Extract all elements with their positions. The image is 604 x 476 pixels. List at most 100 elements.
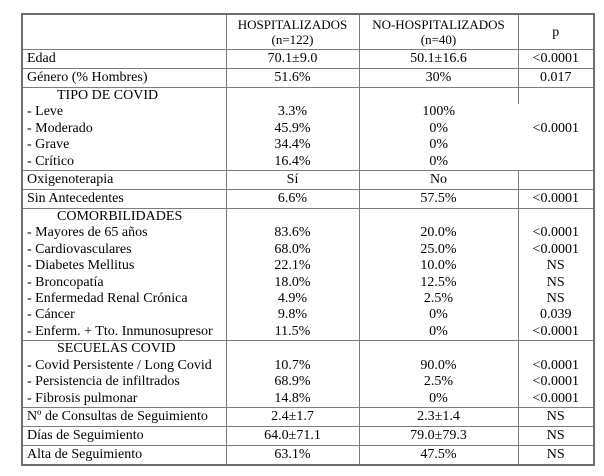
hospitalized-value-cell: 45.9% [226, 120, 360, 138]
hospitalized-value-cell [226, 340, 360, 358]
table-row: Sin Antecedentes 6.6% 57.5% <0.0001 [22, 189, 594, 209]
non-hospitalized-value-cell: 0% [429, 120, 449, 136]
hospitalized-value-cell: 68.0% [226, 241, 360, 259]
row-label-cell: Nº de Consultas de Seguimiento [22, 406, 227, 427]
hospitalized-value-cell: 22.1% [226, 258, 360, 275]
hospitalized-value-cell [226, 208, 360, 226]
hospitalized-value-cell: 11.5% [226, 323, 360, 341]
hospitalized-value-cell: 4.9% [226, 291, 360, 308]
p-value-cell: 0.017 [518, 68, 594, 88]
row-label-cell: - Leve [22, 104, 227, 121]
table-row: - Enfermedad Renal Crónica 4.9% 2.5% NS [22, 291, 594, 308]
col-header-n: (n=122) [271, 32, 314, 47]
hospitalized-value-cell: 34.4% [226, 137, 360, 154]
hospitalized-value-cell: 16.4% [226, 153, 360, 171]
row-label-cell: - Crítico [22, 153, 227, 171]
p-value-cell: 0.039 [540, 307, 572, 323]
covid-comparison-table: HOSPITALIZADOS (n=122) NO-HOSPITALIZADOS… [21, 13, 595, 466]
table-row: - Persistencia de infiltrados 68.9% 2.5% <0… [22, 374, 594, 391]
non-hospitalized-value-cell: 90.0% [359, 357, 519, 375]
non-hospitalized-value-cell: 0% [429, 153, 449, 169]
row-label-cell: - Enferm. + Tto. Inmunosupresor [22, 323, 227, 341]
p-value-cell: NS [518, 444, 594, 465]
non-hospitalized-value-cell: 0% [359, 323, 519, 341]
row-label-cell: - Broncopatía [22, 274, 227, 292]
col-header-p: p [518, 14, 594, 50]
p-value-cell: NS [546, 258, 565, 274]
row-label-cell: COMORBILIDADES [22, 208, 227, 226]
hospitalized-value-cell: 14.8% [226, 390, 360, 408]
table-row: Alta de Seguimiento 63.1% 47.5% NS [22, 444, 594, 465]
row-label-cell: Alta de Seguimiento [22, 444, 227, 465]
row-label-cell: - Moderado [22, 120, 227, 138]
non-hospitalized-value-cell: 47.5% [359, 444, 519, 465]
non-hospitalized-value-cell: 0% [359, 307, 519, 324]
non-hospitalized-value-cell: 30% [359, 68, 519, 88]
table-row: - Grave 34.4% 0% [22, 137, 594, 154]
p-value-cell: <0.0001 [532, 374, 579, 390]
row-label-cell: SECUELAS COVID [22, 340, 227, 358]
p-value-cell: <0.0001 [518, 189, 594, 209]
p-value-cell: <0.0001 [532, 357, 579, 373]
non-hospitalized-value-cell [359, 208, 519, 226]
row-label-cell: - Enfermedad Renal Crónica [22, 291, 227, 308]
non-hospitalized-value-cell [359, 87, 519, 105]
table-row: Edad 70.1±9.0 50.1±16.6 <0.0001 [22, 49, 594, 69]
table-row: - Moderado 45.9% 0% [22, 120, 594, 138]
table-row: - Mayores de 65 años 83.6% 20.0% <0.0001 [22, 225, 594, 242]
non-hospitalized-value-cell: No [359, 170, 519, 190]
row-label-cell: - Cáncer [22, 307, 227, 324]
col-header-non-hospitalized: NO-HOSPITALIZADOS (n=40) [359, 14, 519, 50]
p-value-cell: <0.0001 [518, 49, 594, 69]
table-row: - Cáncer 9.8% 0% 0.039 [22, 307, 594, 324]
hospitalized-value-cell: 10.7% [226, 357, 360, 375]
hospitalized-value-cell: 70.1±9.0 [226, 49, 360, 69]
table-row: TIPO DE COVID <0.0001 [22, 86, 594, 171]
hospitalized-value-cell: 18.0% [226, 274, 360, 292]
col-header-title: HOSPITALIZADOS [237, 17, 348, 32]
hospitalized-value-cell: 68.9% [226, 374, 360, 391]
non-hospitalized-value-cell: 0% [359, 390, 519, 408]
p-value-cell: NS [518, 425, 594, 446]
hospitalized-value-cell: 3.3% [226, 104, 360, 121]
table-row: - Broncopatía 18.0% 12.5% NS [22, 274, 594, 292]
table-row: Nº de Consultas de Seguimiento 2.4±1.7 2.3… [22, 406, 594, 427]
p-value-cell: <0.0001 [532, 323, 579, 339]
table-row: Días de Seguimiento 64.0±71.1 79.0±79.3 NS [22, 425, 594, 446]
non-hospitalized-value-cell: 2.5% [359, 291, 519, 308]
hospitalized-value-cell: 6.6% [226, 189, 360, 209]
non-hospitalized-value-cell: 100% [422, 104, 456, 120]
table-row: Género (% Hombres) 51.6% 30% 0.017 [22, 68, 594, 88]
hospitalized-value-cell [226, 87, 360, 105]
table-row: - Enferm. + Tto. Inmunosupresor 11.5% 0% <0… [22, 323, 594, 341]
row-label-cell: - Fibrosis pulmonar [22, 390, 227, 408]
row-label-cell: Sin Antecedentes [22, 189, 227, 209]
hospitalized-value-cell: 63.1% [226, 444, 360, 465]
table-row: - Crítico 16.4% 0% [22, 153, 594, 171]
non-hospitalized-value-cell: 57.5% [359, 189, 519, 209]
corner-cell [22, 14, 227, 50]
non-hospitalized-value-cell: 25.0% [359, 241, 519, 259]
non-hospitalized-value-cell: 2.5% [359, 374, 519, 391]
p-value-cell: <0.0001 [532, 225, 579, 241]
p-value-cell: <0.0001 [532, 241, 579, 257]
non-hospitalized-value-cell: 20.0% [359, 225, 519, 242]
table-row: - Covid Persistente / Long Covid 10.7% 90.… [22, 357, 594, 375]
col-header-title: NO-HOSPITALIZADOS [372, 17, 505, 32]
table-row: - Fibrosis pulmonar 14.8% 0% <0.0001 [22, 390, 594, 408]
hospitalized-value-cell: 2.4±1.7 [226, 406, 360, 427]
p-value-cell: <0.0001 [518, 86, 594, 171]
hospitalized-value-cell: 64.0±71.1 [226, 425, 360, 446]
non-hospitalized-value-cell: 12.5% [359, 274, 519, 292]
col-header-n: (n=40) [420, 32, 457, 47]
p-value-cell [518, 340, 594, 358]
table-row: - Leve 3.3% 100% [22, 104, 594, 121]
hospitalized-value-cell: 9.8% [226, 307, 360, 324]
p-value-cell: NS [546, 291, 565, 307]
header-row: HOSPITALIZADOS (n=122) NO-HOSPITALIZADOS… [22, 14, 594, 50]
table-row: Oxigenoterapia Sí No [22, 170, 594, 190]
table-row: SECUELAS COVID [22, 340, 594, 358]
col-header-hospitalized: HOSPITALIZADOS (n=122) [226, 14, 360, 50]
p-value-cell: NS [518, 406, 594, 427]
non-hospitalized-value-cell: 0% [429, 137, 449, 153]
